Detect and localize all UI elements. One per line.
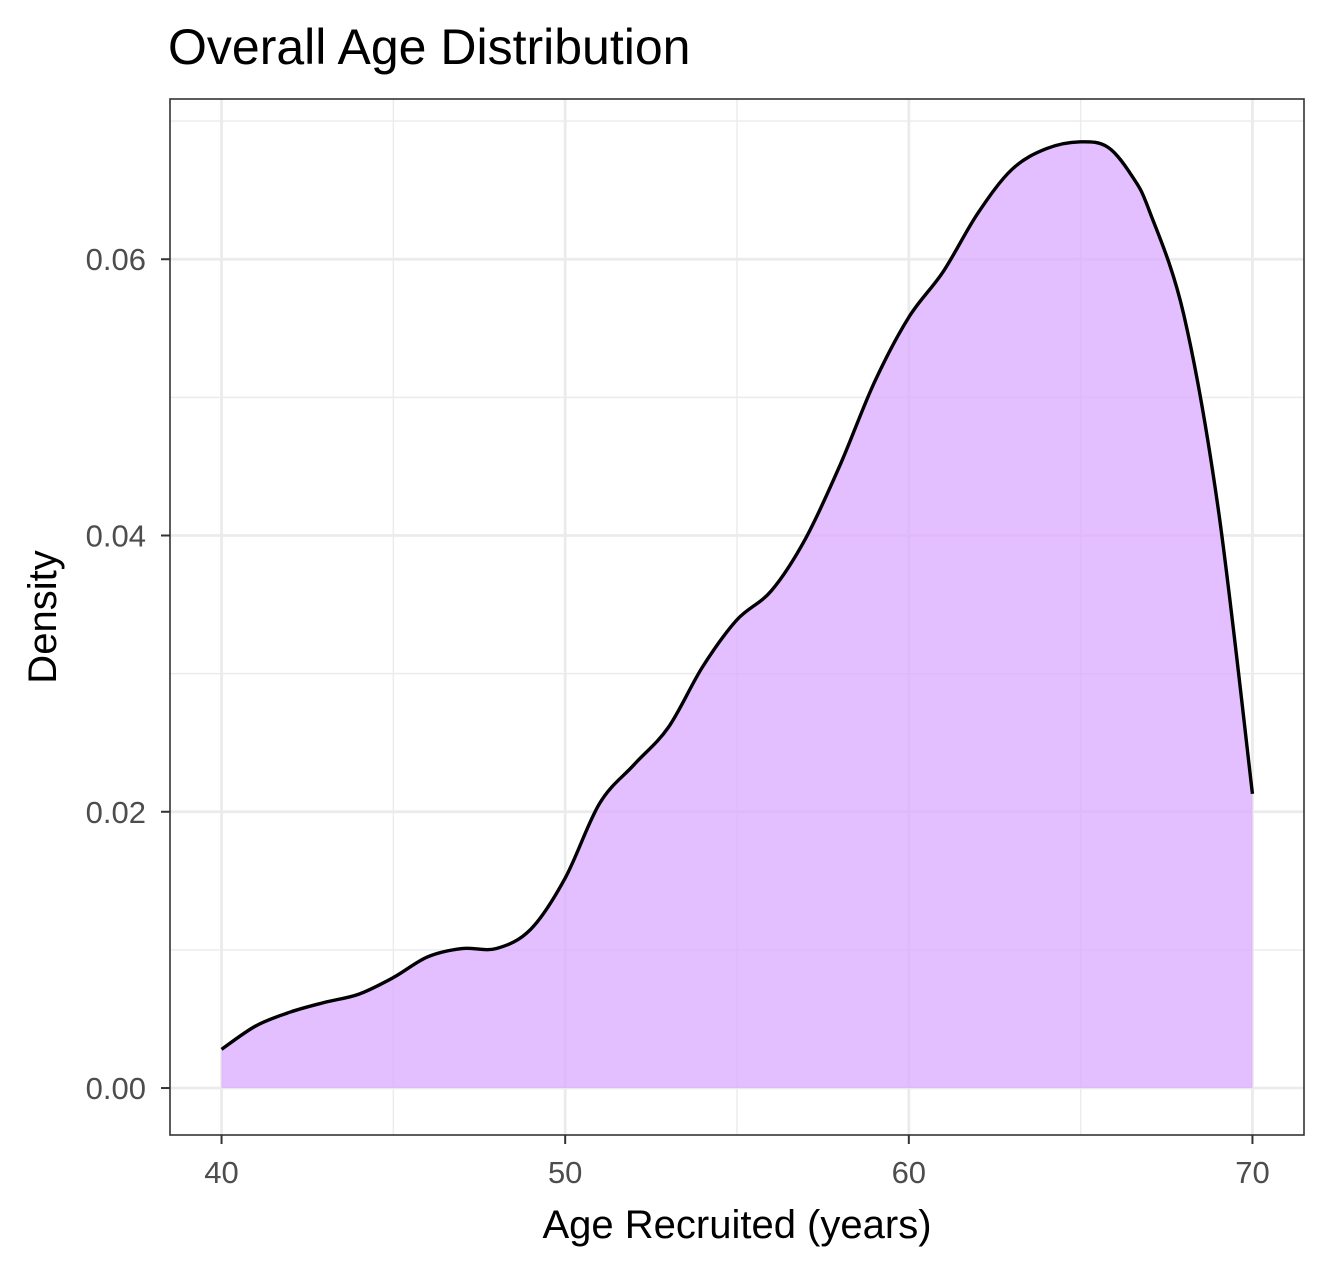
y-tick-label: 0.06 (86, 242, 146, 277)
y-tick-label: 0.00 (86, 1071, 146, 1106)
y-tick-label: 0.04 (86, 519, 146, 554)
y-tick-label: 0.02 (86, 795, 146, 830)
panel-border (169, 98, 1305, 1136)
chart-title: Overall Age Distribution (168, 19, 690, 75)
x-tick-label: 50 (548, 1155, 582, 1190)
x-axis-title: Age Recruited (years) (542, 1203, 931, 1247)
density-area (221, 141, 1253, 1089)
x-tick-label: 60 (892, 1155, 926, 1190)
x-tick-label: 40 (204, 1155, 238, 1190)
x-tick-label: 70 (1235, 1155, 1269, 1190)
y-axis: 0.00 0.02 0.04 0.06 (86, 242, 170, 1106)
x-axis: 40 50 60 70 (204, 1135, 1270, 1190)
y-axis-title: Density (21, 550, 65, 683)
density-curve (220, 140, 1255, 1051)
